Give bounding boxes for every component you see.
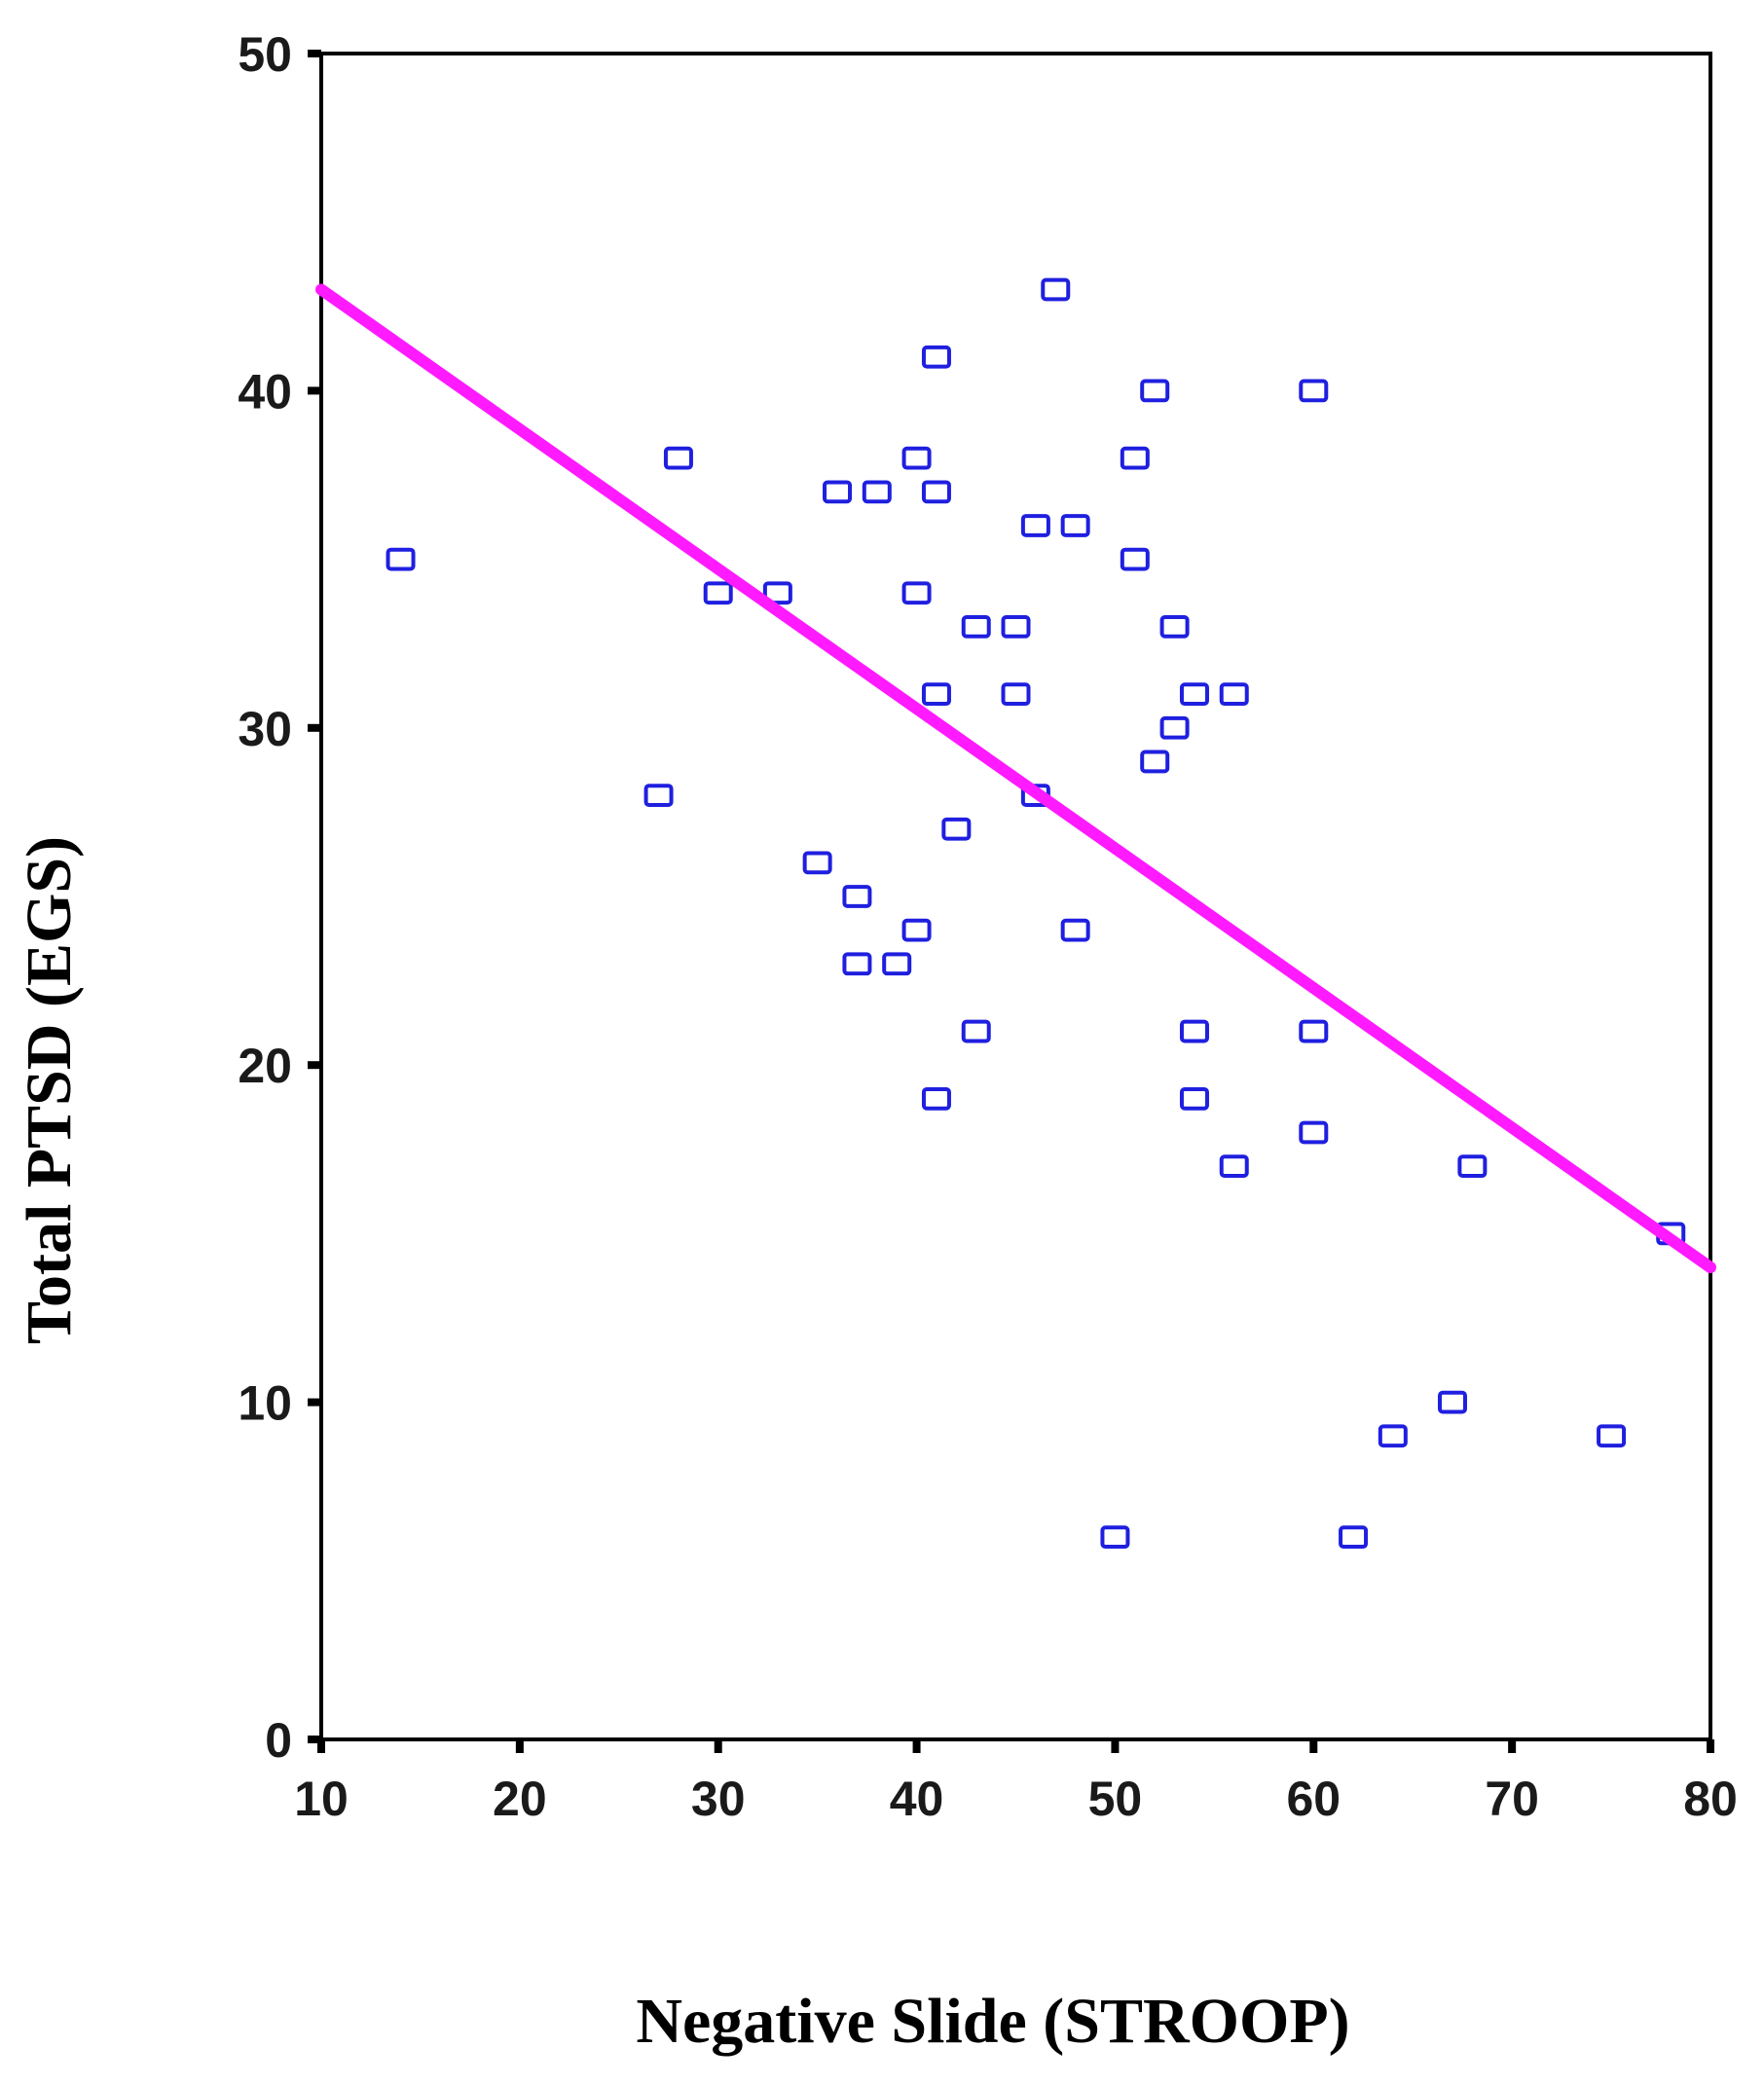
y-tick-label: 0	[265, 1713, 292, 1768]
data-point	[643, 784, 674, 807]
data-point	[1140, 379, 1170, 403]
data-point	[1179, 682, 1209, 707]
data-point	[1219, 682, 1249, 707]
data-point	[921, 1086, 951, 1111]
data-point	[1179, 1019, 1209, 1043]
data-point	[1299, 1019, 1329, 1043]
data-point	[1299, 1120, 1329, 1145]
x-tick-label: 10	[294, 1772, 349, 1826]
data-point	[842, 952, 872, 976]
data-point	[1060, 918, 1090, 942]
data-point	[921, 480, 951, 504]
x-axis-title: Negative Slide (STROOP)	[636, 1986, 1349, 2057]
x-tick-label: 30	[691, 1772, 746, 1826]
data-point	[1457, 1154, 1488, 1178]
y-tick-label: 10	[238, 1376, 292, 1431]
data-point	[901, 581, 932, 605]
x-tick-label: 50	[1088, 1772, 1143, 1826]
plot-frame	[319, 52, 1712, 1741]
data-point	[1159, 715, 1190, 740]
x-tick-label: 40	[890, 1772, 944, 1826]
y-tick-label: 20	[238, 1039, 292, 1093]
y-tick-label: 30	[238, 702, 292, 756]
x-tick-label: 70	[1485, 1772, 1539, 1826]
data-point	[1437, 1390, 1467, 1414]
data-point	[1001, 615, 1031, 639]
x-axis: 10 20 30 40 50 60 70 80	[294, 1739, 1738, 1826]
data-point	[823, 480, 853, 504]
y-tick-label: 40	[238, 364, 292, 419]
data-point	[941, 817, 972, 841]
data-point	[1219, 1154, 1249, 1178]
x-tick-label: 60	[1286, 1772, 1341, 1826]
y-axis-title: Total PTSD (EGS)	[14, 836, 85, 1344]
data-point	[882, 952, 912, 976]
data-point	[1120, 446, 1150, 470]
data-point	[921, 682, 951, 707]
data-point	[961, 615, 991, 639]
data-point	[1001, 682, 1031, 707]
y-tick-label: 50	[238, 27, 292, 82]
data-point	[703, 581, 733, 605]
data-point	[1339, 1525, 1369, 1550]
data-point	[1378, 1424, 1408, 1448]
data-point	[842, 885, 872, 908]
data-point	[1597, 1424, 1627, 1448]
data-point	[1140, 750, 1170, 774]
data-point	[961, 1019, 991, 1043]
data-point	[1299, 379, 1329, 403]
plot-area	[319, 52, 1712, 1741]
data-point	[901, 918, 932, 942]
data-point	[1100, 1525, 1130, 1550]
data-point	[663, 446, 693, 470]
data-point	[1060, 514, 1090, 537]
x-tick-label: 80	[1683, 1772, 1738, 1826]
y-axis: 0 10 20 30 40 50	[238, 27, 321, 1768]
data-point	[1020, 514, 1050, 537]
data-point	[386, 547, 416, 571]
data-point	[1159, 615, 1190, 639]
data-point	[901, 446, 932, 470]
data-point	[921, 345, 951, 369]
data-point	[762, 581, 792, 605]
data-point	[862, 480, 892, 504]
data-point	[802, 851, 832, 875]
x-tick-label: 20	[493, 1772, 547, 1826]
regression-line	[315, 283, 1716, 1274]
data-point	[1120, 547, 1150, 571]
data-point	[1041, 277, 1071, 302]
data-point	[1179, 1086, 1209, 1111]
